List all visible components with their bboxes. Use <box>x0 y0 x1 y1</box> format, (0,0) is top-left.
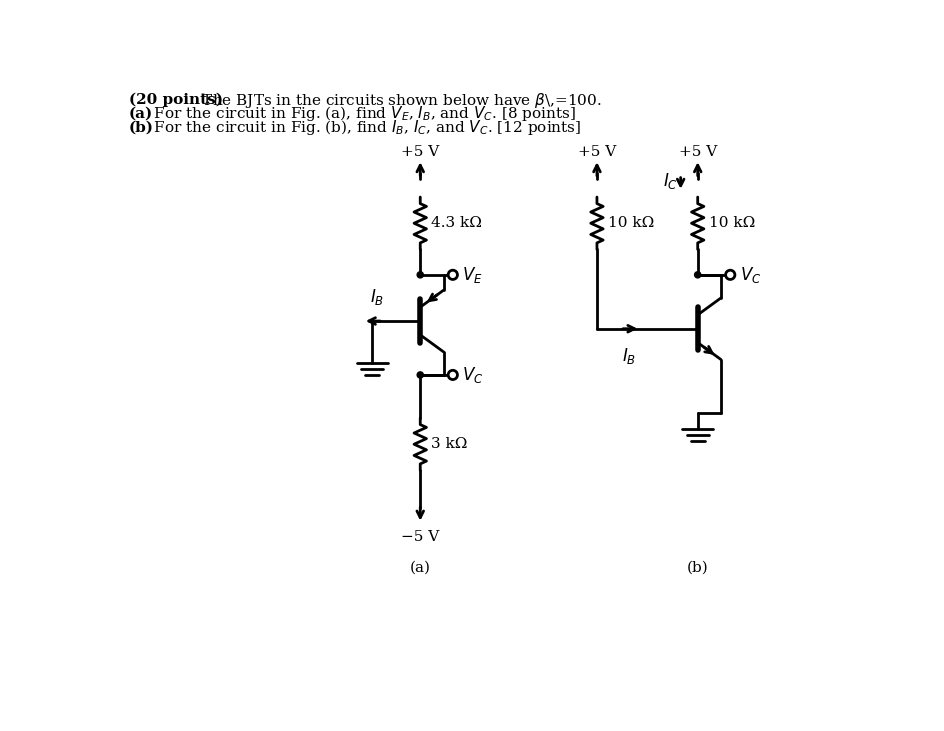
Text: $V_C$: $V_C$ <box>463 365 483 385</box>
Text: +5 V: +5 V <box>401 145 439 159</box>
Text: $V_E$: $V_E$ <box>463 265 482 285</box>
Circle shape <box>448 371 458 379</box>
Text: For the circuit in Fig. (a), find $V_E$, $I_B$, and $V_C$. [8 points]: For the circuit in Fig. (a), find $V_E$,… <box>149 105 576 124</box>
Text: +5 V: +5 V <box>679 145 716 159</box>
Text: (b): (b) <box>687 561 709 575</box>
Text: 4.3 kΩ: 4.3 kΩ <box>431 216 482 230</box>
Text: $V_C$: $V_C$ <box>739 265 761 285</box>
Circle shape <box>417 272 423 278</box>
Circle shape <box>448 270 458 279</box>
Text: (a): (a) <box>128 107 153 121</box>
Text: 10 kΩ: 10 kΩ <box>709 216 755 230</box>
Text: 10 kΩ: 10 kΩ <box>608 216 654 230</box>
Text: For the circuit in Fig. (b), find $I_B$, $I_C$, and $V_C$. [12 points]: For the circuit in Fig. (b), find $I_B$,… <box>149 118 582 137</box>
Circle shape <box>417 372 423 378</box>
Text: +5 V: +5 V <box>578 145 616 159</box>
Text: $I_B$: $I_B$ <box>370 287 384 307</box>
Text: (b): (b) <box>128 121 154 135</box>
Text: −5 V: −5 V <box>401 530 439 544</box>
Text: $I_C$: $I_C$ <box>663 171 678 191</box>
Text: The BJTs in the circuits shown below have $\beta$\,=100.: The BJTs in the circuits shown below hav… <box>197 91 601 110</box>
Circle shape <box>726 270 734 279</box>
Circle shape <box>695 272 700 278</box>
Text: (a): (a) <box>410 561 430 575</box>
Text: $I_B$: $I_B$ <box>622 346 636 366</box>
Text: 3 kΩ: 3 kΩ <box>431 437 467 451</box>
Text: (20 points): (20 points) <box>128 93 223 107</box>
